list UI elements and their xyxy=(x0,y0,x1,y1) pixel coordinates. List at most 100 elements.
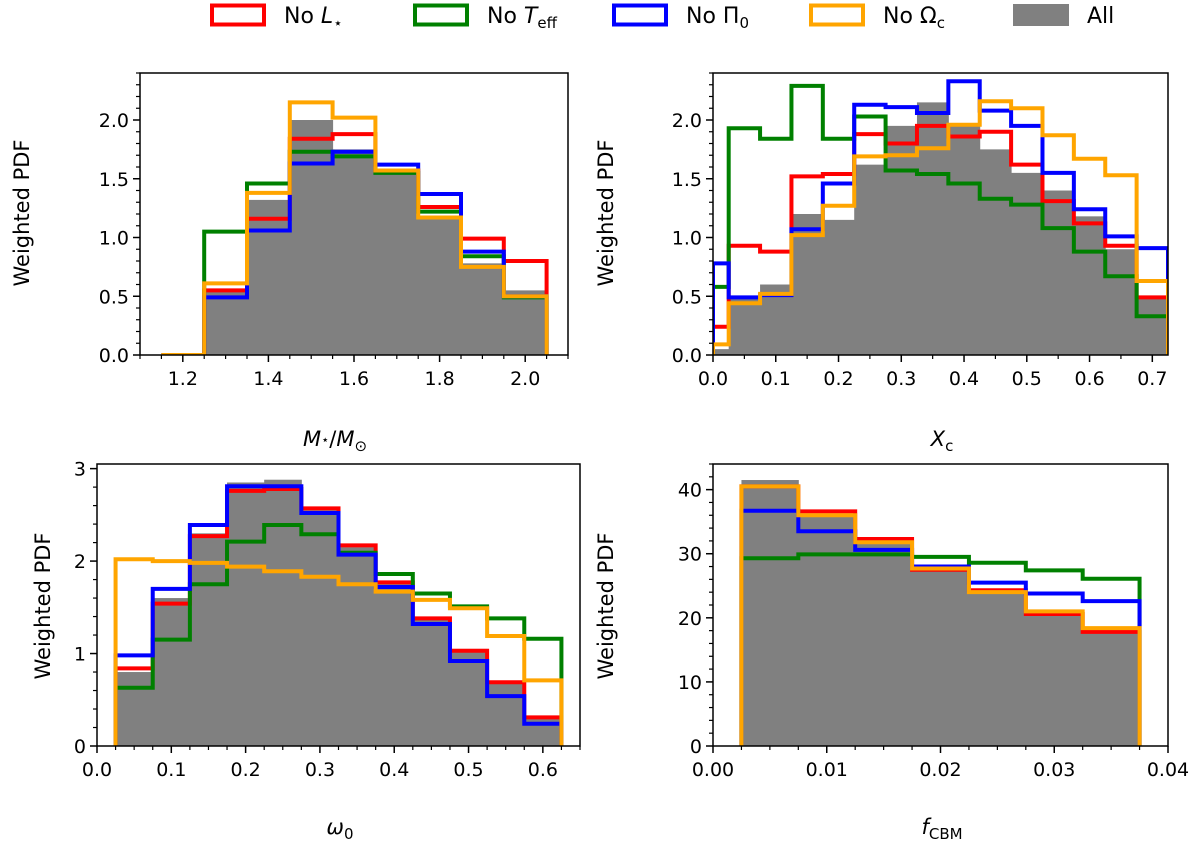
bar-all xyxy=(301,510,339,746)
plot-area-1 xyxy=(713,79,1168,355)
x-tick-label: 0.7 xyxy=(1137,368,1167,390)
bar-all xyxy=(1042,190,1075,355)
panel-mass: Weighted PDF M⋆/M⊙ 1.2 1.4 1.6 1.8 2.0 0.0 0.5… xyxy=(10,72,569,455)
x-tick-label: 0.4 xyxy=(949,368,979,390)
legend: No L⋆ No Teff No Π0 No Ωc All xyxy=(210,3,1114,32)
y-tick-label: 1.5 xyxy=(672,169,702,191)
bar-all xyxy=(855,540,913,746)
legend-swatch-no_Pi0 xyxy=(612,3,668,27)
x-tick-label: 1.4 xyxy=(253,368,283,390)
panel-xc: Weighted PDF Xc 0.0 0.1 0.2 0.3 0.4 0.5 0.6 0.7… xyxy=(594,72,1169,455)
bar-all xyxy=(948,125,981,355)
bar-all xyxy=(1105,249,1138,355)
y-tick-label: 0.0 xyxy=(99,345,129,367)
bar-all xyxy=(1073,216,1106,355)
bar-all xyxy=(728,296,761,355)
bar-all xyxy=(412,616,451,746)
x-tick-label: 0.0 xyxy=(698,368,728,390)
y-tick-label: 0.5 xyxy=(672,286,702,308)
bar-all xyxy=(503,290,548,355)
ylabel-xc: Weighted PDF xyxy=(594,140,618,287)
x-tick-label: 0.5 xyxy=(453,759,483,781)
bar-all xyxy=(227,482,265,746)
bar-all xyxy=(916,102,949,355)
x-tick-label: 0.4 xyxy=(379,759,409,781)
bar-all xyxy=(912,569,970,746)
x-tick-label: 0.3 xyxy=(305,759,335,781)
bar-all xyxy=(375,169,419,355)
legend-swatch-no_Teff xyxy=(413,3,469,27)
y-tick-label: 1.0 xyxy=(672,228,702,250)
bar-all xyxy=(189,533,228,746)
bar-all xyxy=(741,480,799,746)
bar-all xyxy=(1011,172,1043,355)
xlabel-xc: Xc xyxy=(930,427,954,455)
x-tick-label: 0.1 xyxy=(761,368,791,390)
plot-area-2 xyxy=(113,479,564,746)
x-tick-label: 0.03 xyxy=(1033,759,1075,781)
x-tick-label: 0.02 xyxy=(919,759,961,781)
xlabel-mass: M⋆/M⊙ xyxy=(303,427,367,455)
bar-all xyxy=(968,588,1027,746)
y-tick-label: 1.0 xyxy=(99,228,129,250)
bar-all xyxy=(332,149,376,355)
x-tick-label: 0.6 xyxy=(1074,368,1104,390)
x-tick-label: 0.6 xyxy=(528,759,558,781)
xlabel-fcbm: fCBM xyxy=(921,815,962,843)
bar-all xyxy=(204,290,248,355)
bar-all xyxy=(791,214,824,355)
bar-all xyxy=(798,515,856,746)
y-tick-label: 0.0 xyxy=(672,345,702,367)
x-tick-label: 0.5 xyxy=(1012,368,1042,390)
series-line-no_Omega xyxy=(161,100,549,355)
bar-all xyxy=(461,263,505,355)
legend-item-no_Teff: No Teff xyxy=(413,3,558,32)
series-line-no_Omega xyxy=(113,557,564,746)
series-line-no_Omega xyxy=(739,484,1142,746)
legend-swatch-no_Omega xyxy=(809,3,865,27)
y-tick-label: 40 xyxy=(678,480,702,502)
x-tick-label: 0.04 xyxy=(1147,759,1189,781)
x-tick-label: 0.00 xyxy=(692,759,734,781)
y-tick-label: 30 xyxy=(678,544,702,566)
y-tick-label: 2 xyxy=(74,551,86,573)
legend-label-no_Teff: No Teff xyxy=(487,4,558,32)
x-tick-label: 0.3 xyxy=(886,368,916,390)
bar-all xyxy=(1136,296,1168,355)
legend-swatch-no_L xyxy=(210,3,266,27)
y-tick-label: 10 xyxy=(678,672,702,694)
x-tick-label: 1.6 xyxy=(339,368,369,390)
bar-all xyxy=(115,672,154,746)
bar-all xyxy=(338,547,377,746)
y-tick-label: 2.0 xyxy=(99,110,129,132)
bar-all xyxy=(152,598,191,746)
bar-all xyxy=(375,584,414,746)
x-tick-label: 0.1 xyxy=(156,759,186,781)
y-tick-label: 2.0 xyxy=(672,110,702,132)
series-all-bars xyxy=(204,120,548,355)
series-all-bars xyxy=(713,102,1168,355)
y-tick-label: 0 xyxy=(74,736,86,758)
x-tick-label: 0.2 xyxy=(231,759,261,781)
x-tick-label: 1.8 xyxy=(424,368,454,390)
plot-area-3 xyxy=(739,480,1142,746)
x-tick-label: 0.0 xyxy=(82,759,112,781)
legend-label-no_L: No L⋆ xyxy=(284,4,343,32)
y-tick-label: 1.5 xyxy=(99,169,129,191)
legend-item-no_L: No L⋆ xyxy=(210,3,343,32)
bar-all xyxy=(487,681,525,746)
xlabel-omega: ω0 xyxy=(326,815,353,843)
bar-all xyxy=(264,479,302,746)
plot-area-0 xyxy=(161,100,549,355)
y-tick-label: 1 xyxy=(74,644,86,666)
legend-label-no_Pi0: No Π0 xyxy=(686,4,749,32)
series-line-no_Pi0 xyxy=(113,484,564,746)
y-tick-label: 0 xyxy=(690,736,702,758)
y-tick-label: 20 xyxy=(678,608,702,630)
legend-item-all: All xyxy=(1013,4,1114,29)
y-tick-label: 3 xyxy=(74,459,86,481)
x-tick-label: 0.2 xyxy=(823,368,853,390)
bar-all xyxy=(1082,630,1141,746)
bar-all xyxy=(1025,611,1084,746)
